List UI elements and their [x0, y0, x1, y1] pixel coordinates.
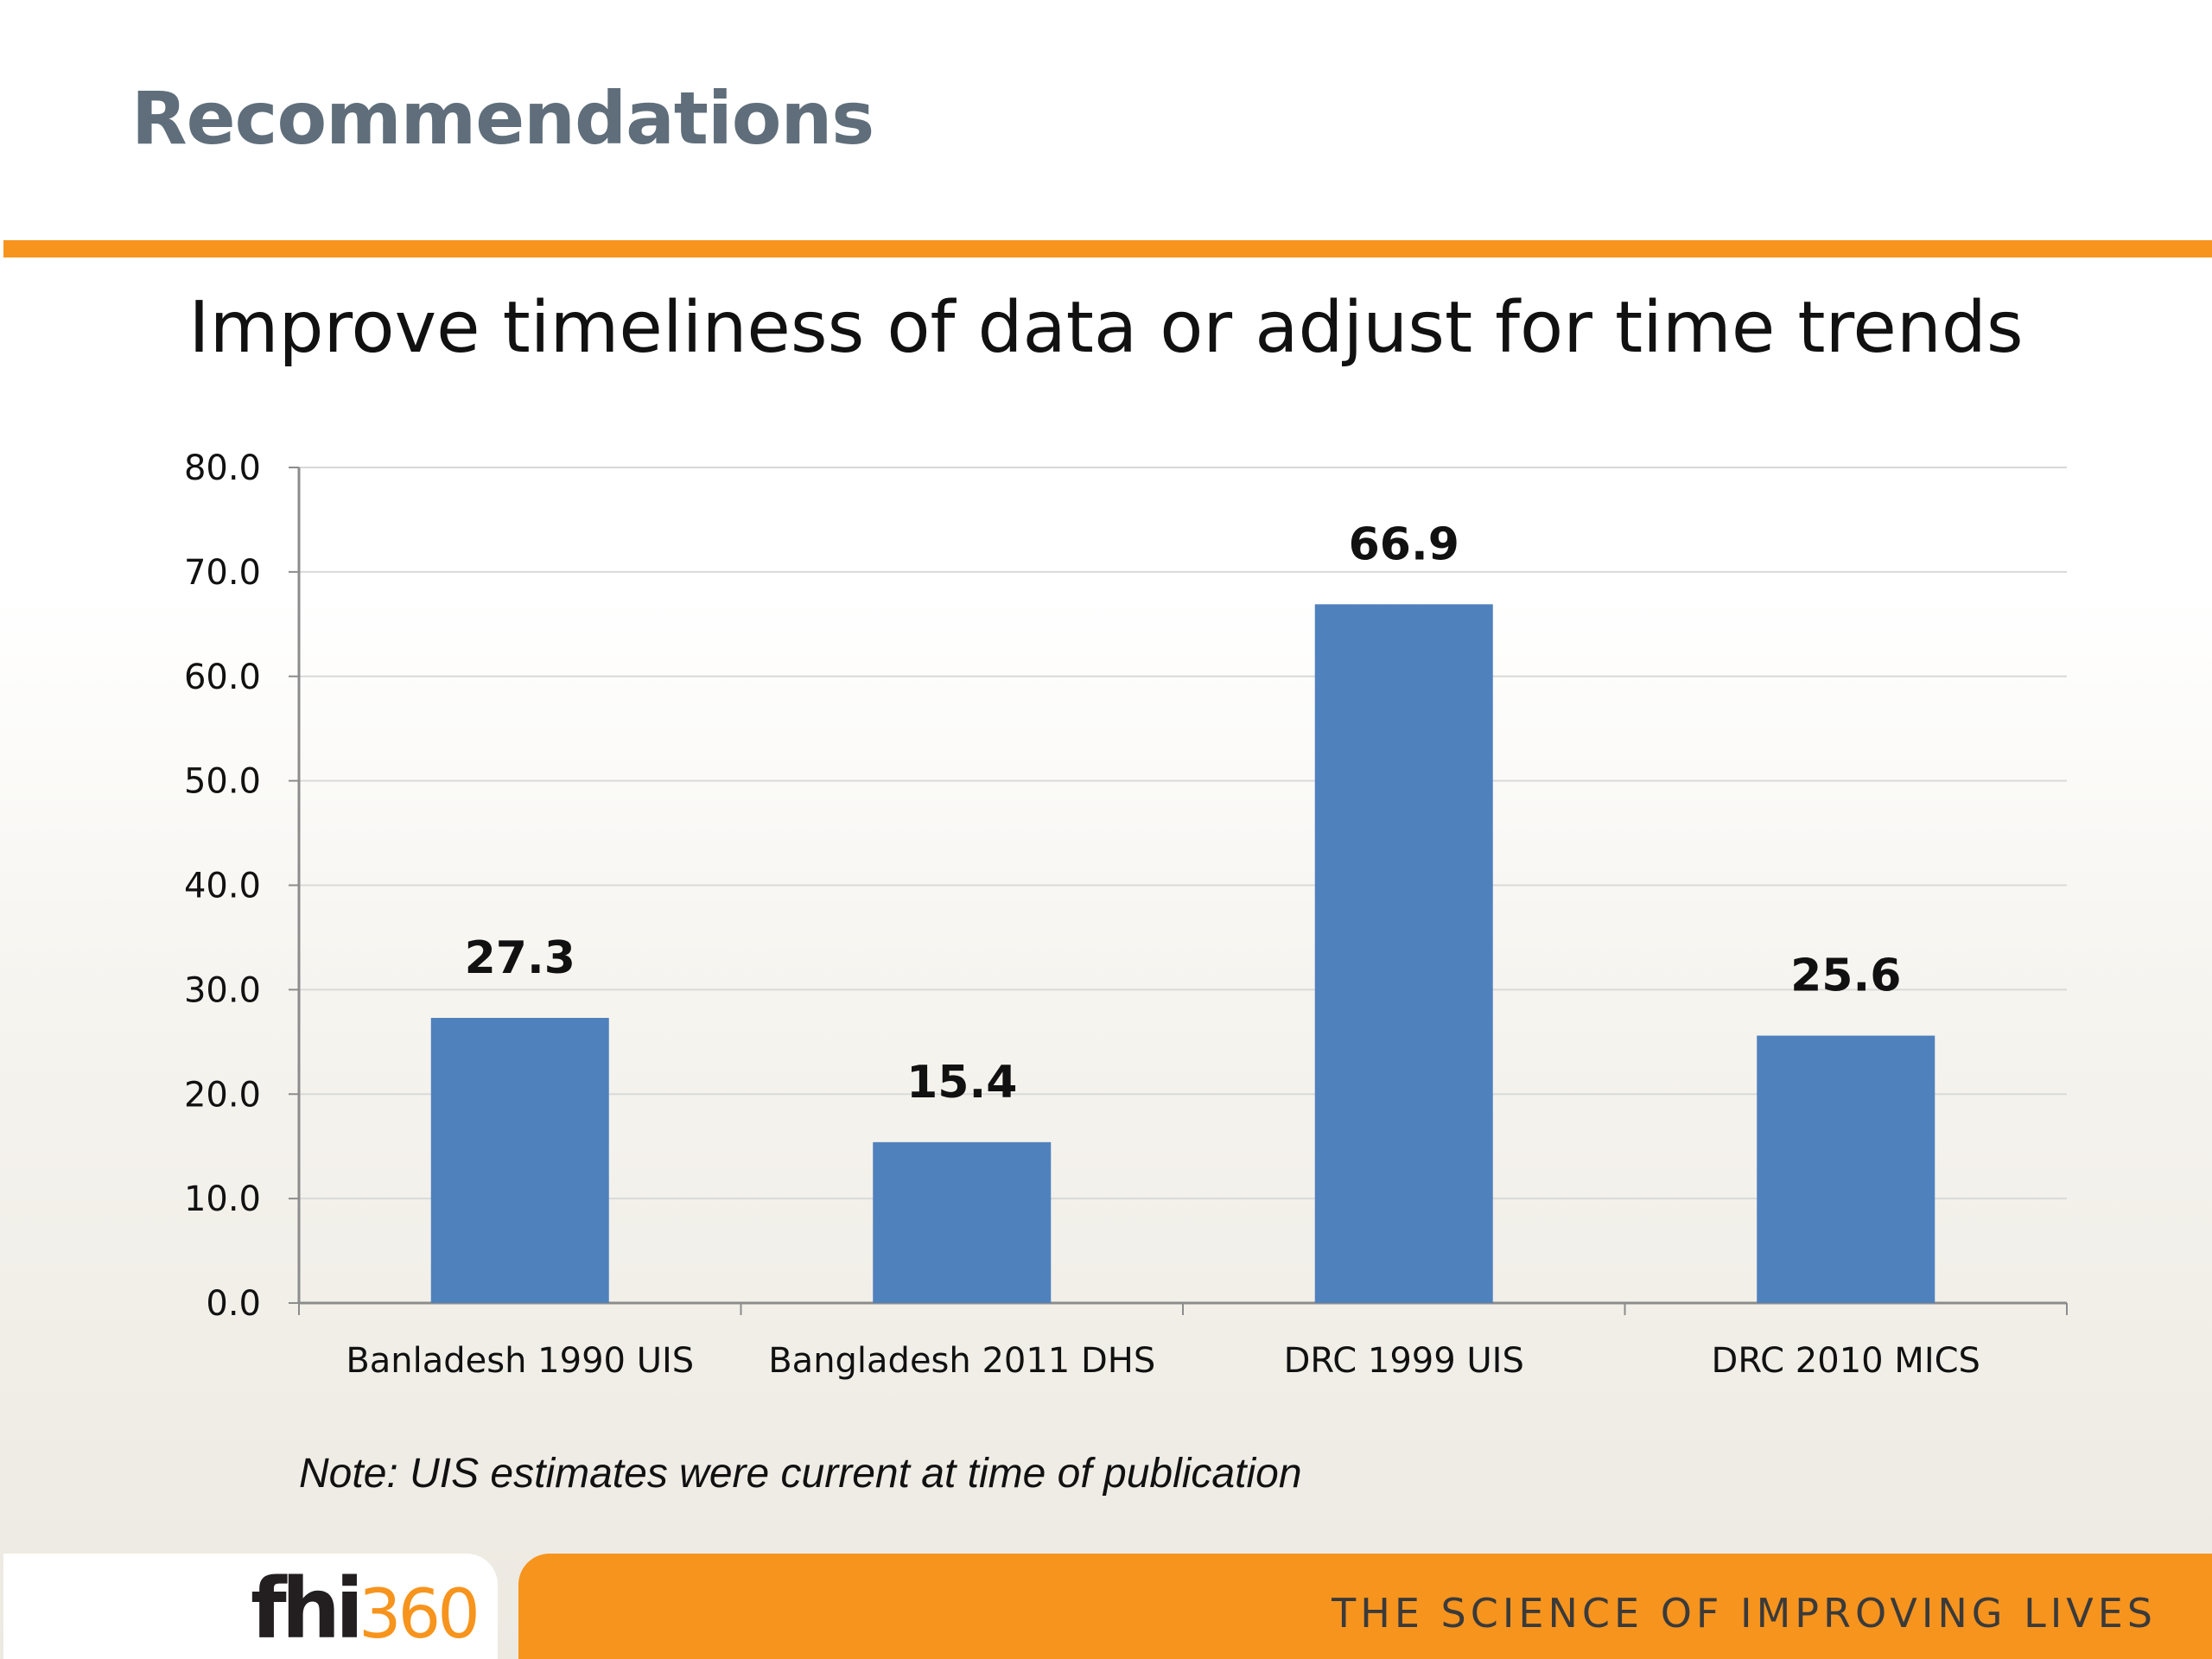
bar — [873, 1141, 1052, 1303]
bar — [430, 1018, 609, 1303]
y-tick-label: 80.0 — [184, 448, 261, 488]
y-tick-label: 0.0 — [206, 1284, 261, 1324]
chart-note: Note: UIS estimates were current at time… — [299, 1451, 1302, 1497]
logo-panel — [3, 1554, 498, 1659]
fhi360-logo: fhi360 — [251, 1560, 480, 1657]
y-tick-label: 70.0 — [184, 553, 261, 593]
x-tick-label: Bangladesh 2011 DHS — [768, 1341, 1155, 1381]
data-label: 27.3 — [465, 932, 575, 984]
y-tick-label: 60.0 — [184, 658, 261, 697]
footer-tagline: THE SCIENCE OF IMPROVING LIVES — [1332, 1590, 2157, 1637]
x-tick-label: DRC 1999 UIS — [1284, 1341, 1524, 1381]
y-tick-label: 30.0 — [184, 970, 261, 1010]
data-label: 66.9 — [1349, 518, 1459, 570]
footer-bar — [518, 1554, 2212, 1659]
logo-number: 360 — [359, 1576, 480, 1654]
y-tick-label: 10.0 — [184, 1179, 261, 1219]
x-tick-label: Banladesh 1990 UIS — [346, 1341, 694, 1381]
page-title: Recommendations — [131, 76, 874, 161]
logo-text: fhi — [251, 1560, 364, 1657]
y-tick-label: 50.0 — [184, 762, 261, 802]
data-label: 25.6 — [1790, 950, 1901, 1002]
header-divider — [3, 240, 2212, 257]
x-tick-label: DRC 2010 MICS — [1712, 1341, 1980, 1381]
data-label: 15.4 — [906, 1057, 1017, 1109]
y-tick-label: 40.0 — [184, 867, 261, 906]
slide-heading: Improve timeliness of data or adjust for… — [188, 287, 2024, 369]
bar — [1314, 604, 1493, 1303]
y-tick-label: 20.0 — [184, 1075, 261, 1115]
bar — [1757, 1035, 1936, 1303]
